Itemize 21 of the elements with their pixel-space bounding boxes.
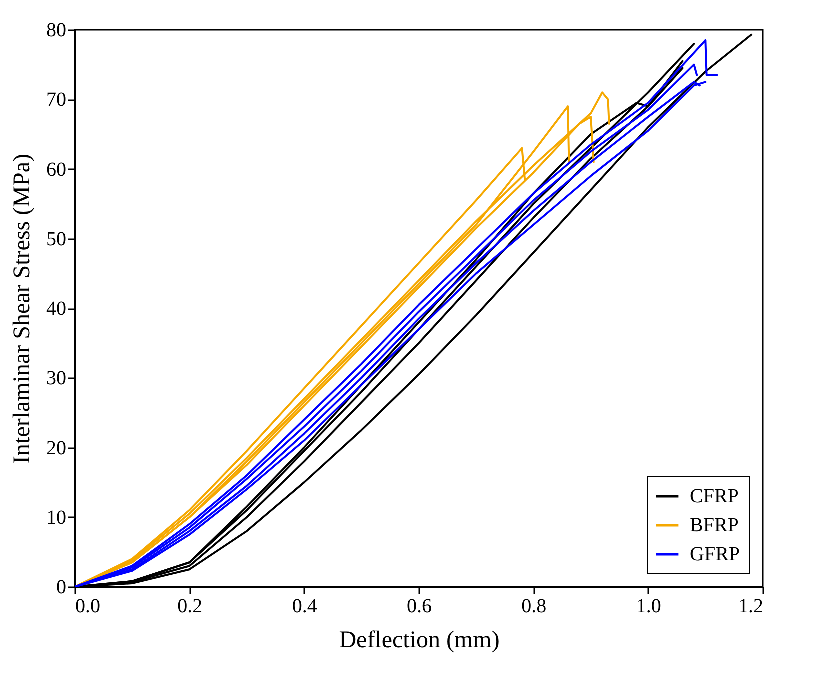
y-tick-label: 0 [56,576,66,598]
x-tick-label: 1.2 [738,596,764,618]
x-axis-title: Deflection (mm) [339,628,500,654]
x-tick-label: 0.4 [292,596,318,618]
x-tick-label: 0.6 [407,596,432,618]
y-tick-label: 20 [46,437,66,460]
legend-label: BFRP [690,514,739,536]
x-tick-label: 1.0 [636,596,662,618]
legend-label: CFRP [690,486,739,508]
y-tick-label: 70 [46,89,66,112]
y-tick-label: 60 [46,158,66,181]
legend-label: GFRP [690,544,740,566]
x-tick-label: 0.0 [76,596,100,618]
x-tick-label: 0.8 [522,596,547,618]
y-axis-title: Interlaminar Shear Stress (MPa) [10,154,36,464]
y-tick-label: 30 [46,368,66,390]
y-tick-label: 50 [46,228,66,250]
y-tick-label: 80 [46,20,66,42]
x-tick-label: 0.2 [178,596,203,618]
y-tick-label: 40 [46,298,66,320]
y-tick-label: 10 [46,506,66,529]
